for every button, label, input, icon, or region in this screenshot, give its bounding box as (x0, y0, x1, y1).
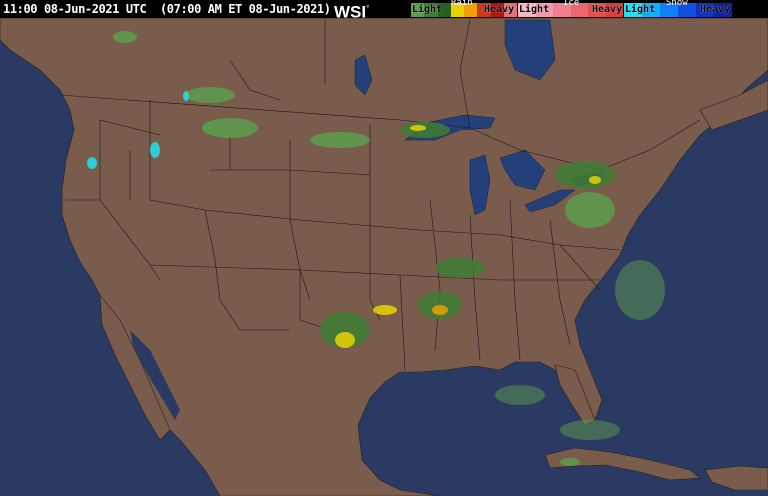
echo-texas (320, 312, 370, 348)
radar-echoes (87, 31, 665, 466)
legend-ice-title: Ice (563, 0, 580, 8)
echo-caribbean (560, 420, 620, 440)
echo-gulf (495, 385, 545, 405)
echo-idaho-snow (150, 142, 160, 158)
legend-snow-scale (624, 3, 732, 17)
legend-rain-heavy: Heavy (484, 4, 515, 15)
legend-snow-title: Snow (666, 0, 688, 8)
legend-ice-heavy: Heavy (592, 4, 623, 15)
legend-swatch (503, 3, 517, 17)
legend-swatch (411, 3, 425, 17)
legend-rain-title: Rain (451, 0, 473, 8)
echo-ontario-heavy (589, 176, 601, 184)
state-borders (59, 18, 701, 371)
legend-swatch (660, 3, 678, 17)
echo-ne-canada (113, 31, 137, 43)
legend-swatch (714, 3, 732, 17)
echo-dakota (310, 132, 370, 148)
legend-rain-scale (411, 3, 517, 17)
hudson-bay (504, 19, 556, 81)
timestamp: 11:00 08-Jun-2021 UTC (07:00 AM ET 08-Ju… (3, 2, 331, 16)
legend-swatch (518, 3, 536, 17)
logo-mark: ° (366, 4, 370, 13)
legend-swatch (477, 3, 491, 17)
echo-montana (202, 118, 258, 138)
cuba (544, 447, 701, 481)
echo-texas-heavy (335, 332, 355, 348)
legend-snow-heavy: Heavy (700, 4, 731, 15)
legend-swatch (588, 3, 606, 17)
legend-swatch (437, 3, 451, 17)
baja-california (99, 294, 171, 441)
legend-snow-light: Light (625, 4, 656, 15)
wsi-logo: WSI° (334, 0, 369, 22)
echo-oklahoma (373, 305, 397, 315)
echo-superior (400, 122, 450, 138)
legend-swatch (678, 3, 696, 17)
legend-swatch (450, 3, 464, 17)
logo-text: WSI (334, 2, 367, 22)
echo-cuba (560, 458, 580, 466)
echo-oregon-snow (87, 157, 97, 169)
legend-swatch (696, 3, 714, 17)
legend-swatch (424, 3, 438, 17)
echo-alberta (185, 87, 235, 103)
legend-swatch (624, 3, 642, 17)
echo-bc-snow (183, 91, 189, 101)
lake-michigan (469, 154, 491, 216)
hispaniola (704, 465, 768, 491)
legend-swatch (605, 3, 623, 17)
legend-swatch (553, 3, 571, 17)
legend-swatch (535, 3, 553, 17)
echo-pa (565, 192, 615, 228)
lake-huron (499, 149, 546, 191)
legend-rain-light: Light (412, 4, 443, 15)
echo-ontario (555, 161, 615, 189)
lake-winnipeg (354, 54, 373, 96)
legend-swatch (490, 3, 504, 17)
header-bar: 11:00 08-Jun-2021 UTC (07:00 AM ET 08-Ju… (0, 0, 768, 22)
legend-swatch (570, 3, 588, 17)
echo-ohio-valley (435, 258, 485, 278)
legend-swatch (464, 3, 478, 17)
echo-atlantic (615, 260, 665, 320)
legend-ice-light: Light (519, 4, 550, 15)
legend-swatch (642, 3, 660, 17)
legend-ice-scale (518, 3, 623, 17)
echo-superior-heavy (410, 125, 426, 131)
lake-erie (524, 189, 576, 213)
gulf-of-california (130, 330, 180, 420)
echo-tennessee-heavy (432, 305, 448, 315)
nova-scotia (699, 79, 768, 131)
